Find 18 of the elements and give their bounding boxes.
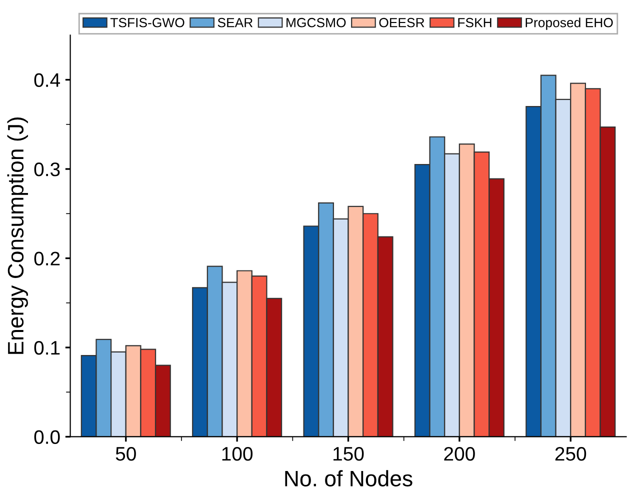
legend-label: SEAR	[218, 18, 253, 28]
y-tick-label: 0.4	[34, 73, 60, 87]
y-axis-title: Energy Consumption (J)	[7, 118, 28, 354]
x-tick-label: 50	[116, 446, 136, 461]
x-tick-label: 100	[222, 446, 253, 461]
y-tick-label: 0.3	[34, 162, 60, 176]
x-tick-label: 200	[444, 446, 475, 461]
legend-label: TSFIS-GWO	[110, 18, 184, 28]
y-tick-label: 0.1	[34, 340, 60, 355]
y-tick-label: 0.0	[34, 430, 60, 444]
legend-label: MGCSMO	[286, 18, 346, 28]
legend-label: FSKH	[458, 18, 492, 28]
legend-label: OEESR	[379, 18, 424, 28]
y-tick-label: 0.2	[34, 252, 60, 266]
x-tick-label: 250	[555, 446, 586, 461]
x-tick-label: 150	[334, 446, 364, 461]
x-axis-title: No. of Nodes	[285, 470, 412, 486]
legend-label: Proposed EHO	[526, 18, 613, 30]
